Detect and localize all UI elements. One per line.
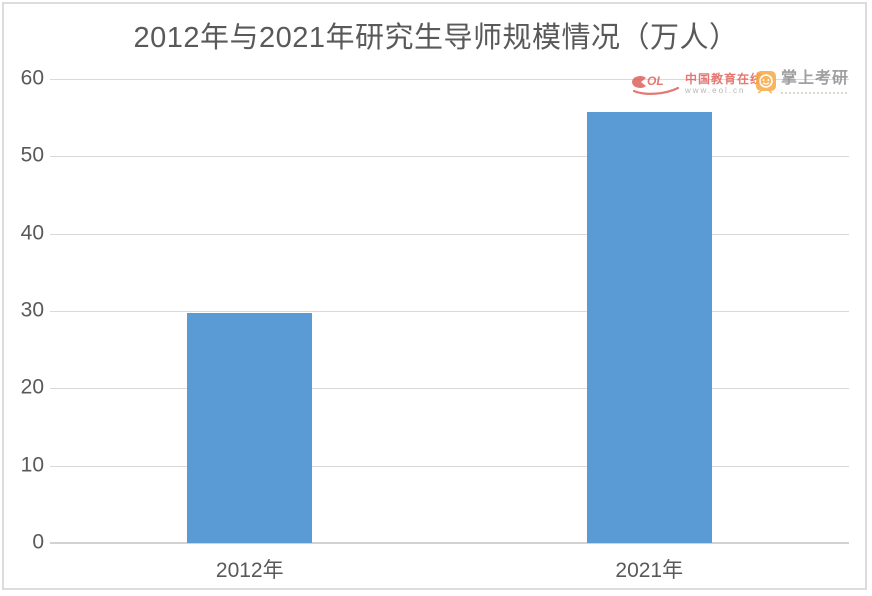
x-category-label-2012年: 2012年 <box>215 559 284 582</box>
gridline-50 <box>50 156 849 158</box>
eol-site-name: 中国教育在线 <box>685 72 764 86</box>
y-tick-label-0: 0 <box>32 530 44 554</box>
gridline-60 <box>50 79 849 80</box>
kaoyan-watermark: 掌上考研 <box>755 70 849 94</box>
y-tick-label-30: 30 <box>20 298 44 322</box>
svg-text:OL: OL <box>647 74 664 88</box>
kaoyan-small-text <box>781 91 847 94</box>
chart-frame <box>2 2 867 590</box>
bar-2012年 <box>187 312 313 543</box>
gridline-30 <box>50 311 849 312</box>
y-tick-label-60: 60 <box>20 66 44 90</box>
kaoyan-app-name: 掌上考研 <box>781 69 850 87</box>
y-tick-label-50: 50 <box>20 143 44 167</box>
x-category-label-2021年: 2021年 <box>615 559 684 582</box>
eol-logo-icon: OL <box>632 74 680 95</box>
kaoyan-app-icon <box>756 71 776 94</box>
gridline-10 <box>50 465 849 467</box>
y-tick-label-20: 20 <box>20 375 44 399</box>
y-tick-label-10: 10 <box>20 453 44 477</box>
eol-site-url: www.eol.cn <box>685 86 746 95</box>
gridline-40 <box>50 233 849 235</box>
x-axis-line <box>50 542 849 544</box>
y-tick-label-40: 40 <box>20 221 44 245</box>
bar-2021年 <box>586 112 712 543</box>
chart-title: 2012年与2021年研究生导师规模情况（万人） <box>133 22 739 54</box>
gridline-20 <box>50 388 849 390</box>
eol-watermark: OL 中国教育在线 www.eol.cn <box>632 70 763 98</box>
